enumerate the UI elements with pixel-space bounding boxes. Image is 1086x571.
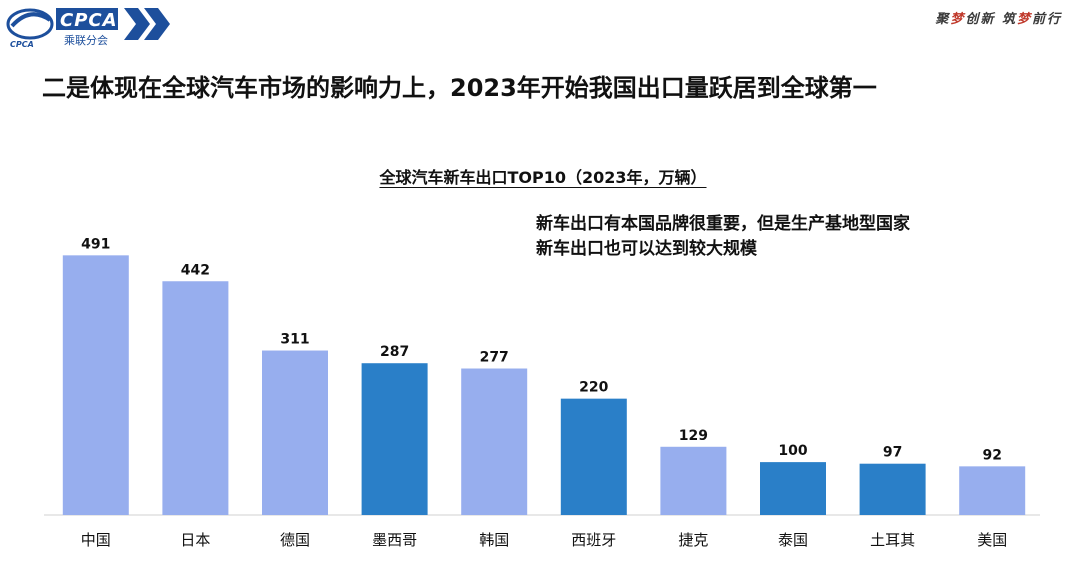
logo-text: CPCA (60, 10, 118, 31)
x-tick-label-0: 中国 (81, 531, 111, 549)
x-tick-label-2: 德国 (280, 531, 310, 549)
slogan-part-5: 前行 (1031, 12, 1062, 27)
slogan-part-3: 创新 筑 (965, 12, 1017, 27)
data-label-5: 220 (579, 380, 608, 396)
logo-emblem-icon (6, 8, 170, 40)
bar-1 (162, 281, 229, 515)
slogan: 聚梦创新 筑梦前行 (935, 8, 1062, 27)
chart-annotation: 新车出口有本国品牌很重要，但是生产基地型国家 新车出口也可以达到较大规模 (536, 212, 910, 262)
x-tick-label-8: 土耳其 (870, 531, 915, 549)
data-label-6: 129 (679, 428, 708, 444)
x-tick-label-3: 墨西哥 (372, 531, 417, 549)
page-headline: 二是体现在全球汽车市场的影响力上，2023年开始我国出口量跃居到全球第一 (42, 74, 877, 102)
chart-title-wrap: 全球汽车新车出口TOP10（2023年，万辆） (0, 164, 1086, 188)
bar-7 (760, 462, 826, 515)
logo-subtitle: 乘联分会 (64, 34, 108, 47)
bar-6 (660, 446, 727, 515)
bar-9 (959, 466, 1026, 515)
x-tick-label-9: 美国 (977, 531, 1007, 549)
data-label-1: 442 (181, 262, 210, 278)
slogan-part-2: 梦 (950, 12, 966, 27)
x-tick-label-6: 捷克 (678, 531, 708, 549)
x-tick-label-7: 泰国 (778, 531, 808, 549)
annotation-line-1: 新车出口有本国品牌很重要，但是生产基地型国家 (536, 214, 910, 234)
bar-0 (62, 255, 129, 515)
bar-4 (461, 368, 528, 515)
bar-5 (560, 398, 627, 515)
data-label-8: 97 (883, 445, 902, 461)
data-label-3: 287 (380, 344, 409, 360)
bar-2 (262, 350, 328, 515)
slogan-part-4: 梦 (1016, 12, 1032, 27)
bar-8 (859, 463, 926, 515)
data-label-7: 100 (778, 443, 807, 459)
cpca-logo: CPCA 乘联分会 CPCA (4, 4, 184, 50)
annotation-line-2: 新车出口也可以达到较大规模 (536, 239, 757, 259)
x-tick-label-1: 日本 (180, 531, 210, 549)
logo-sub-latin: CPCA (10, 40, 34, 49)
data-label-9: 92 (982, 447, 1001, 463)
bar-3 (361, 363, 428, 515)
data-label-0: 491 (81, 236, 110, 252)
slogan-part-1: 聚 (935, 12, 951, 27)
x-tick-label-5: 西班牙 (571, 531, 616, 549)
x-tick-label-4: 韩国 (479, 531, 509, 549)
chart-title: 全球汽车新车出口TOP10（2023年，万辆） (379, 168, 707, 187)
data-label-4: 277 (480, 350, 509, 366)
data-label-2: 311 (280, 332, 309, 348)
